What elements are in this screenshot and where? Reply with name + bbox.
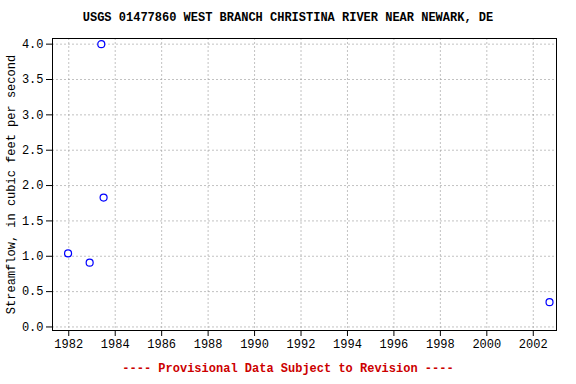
svg-text:0.5: 0.5 — [22, 285, 44, 299]
svg-text:1.0: 1.0 — [22, 250, 44, 264]
svg-text:2.0: 2.0 — [22, 179, 44, 193]
html-text:---- Provisional Data Subject: ---- Provisional Data Subject to Revisio… — [122, 362, 454, 376]
svg-text:2.5: 2.5 — [22, 144, 44, 158]
svg-text:1984: 1984 — [101, 338, 130, 352]
svg-text:1996: 1996 — [380, 338, 409, 352]
svg-text:Streamflow, in cubic feet per: Streamflow, in cubic feet per second — [5, 55, 19, 314]
svg-text:4.0: 4.0 — [22, 38, 44, 52]
svg-text:1992: 1992 — [287, 338, 316, 352]
svg-text:2002: 2002 — [519, 338, 548, 352]
svg-text:3.5: 3.5 — [22, 73, 44, 87]
svg-text:1994: 1994 — [333, 338, 362, 352]
svg-text:1988: 1988 — [194, 338, 223, 352]
svg-text:3.0: 3.0 — [22, 109, 44, 123]
svg-text:1.5: 1.5 — [22, 215, 44, 229]
svg-text:1998: 1998 — [426, 338, 455, 352]
svg-text:1986: 1986 — [147, 338, 176, 352]
svg-text:1982: 1982 — [54, 338, 83, 352]
svg-text:1990: 1990 — [240, 338, 269, 352]
svg-text:2000: 2000 — [472, 338, 501, 352]
svg-text:0.0: 0.0 — [22, 321, 44, 335]
html-text:USGS 01477860 WEST BRANCH CHRI: USGS 01477860 WEST BRANCH CHRISTINA RIVE… — [82, 11, 494, 25]
